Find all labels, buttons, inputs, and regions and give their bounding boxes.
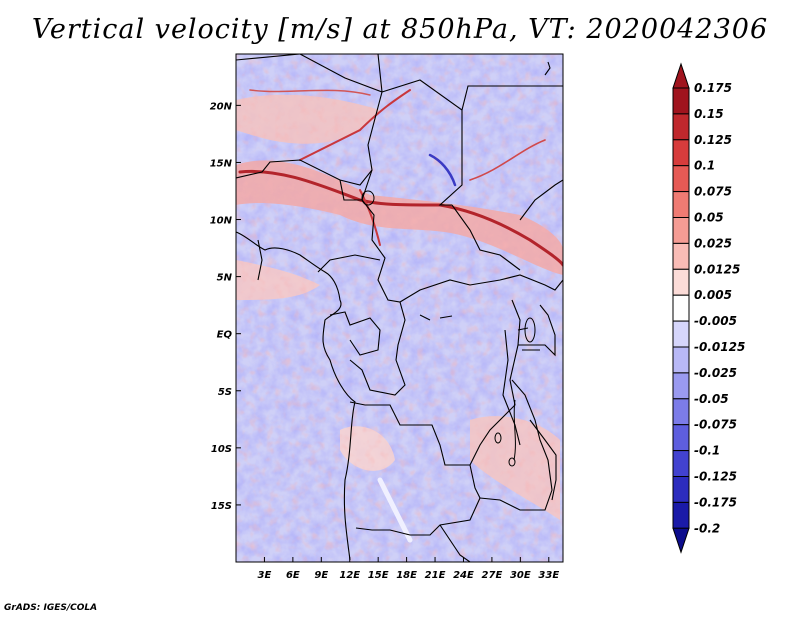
colorbar-label: 0.125 xyxy=(694,133,732,147)
colorbar-label: -0.2 xyxy=(694,521,720,535)
colorbar-label: -0.1 xyxy=(694,444,720,458)
colorbar-swatch xyxy=(672,294,690,322)
colorbar-swatch xyxy=(672,346,690,374)
lon-tick-label: 18E xyxy=(396,570,417,581)
lon-tick-label: 15E xyxy=(368,570,389,581)
lake-outlines xyxy=(361,190,536,467)
colorbar-swatch xyxy=(672,320,690,348)
grads-credit: GrADS: IGES/COLA xyxy=(4,603,98,613)
lon-tick-label: 12E xyxy=(339,570,360,581)
colorbar-swatch xyxy=(672,501,690,529)
lon-tick-label: 30E xyxy=(510,570,531,581)
colorbar-swatch xyxy=(672,450,690,478)
lon-tick-label: 27E xyxy=(482,570,503,581)
lon-tick-label: 9E xyxy=(314,570,328,581)
colorbar: 0.175 0.15 0.125 0.1 0.075 0.05 0.025 0.0125 0.0… xyxy=(672,62,745,554)
colorbar-swatch xyxy=(672,476,690,503)
colorbar-swatch xyxy=(672,87,690,115)
lon-tick-label: 3E xyxy=(258,570,272,581)
colorbar-swatch xyxy=(672,139,690,167)
colorbar-label: -0.175 xyxy=(694,495,737,509)
colorbar-bottom-arrow xyxy=(672,527,690,554)
colorbar-top-arrow xyxy=(672,62,690,89)
colorbar-label: 0.05 xyxy=(694,211,724,225)
lat-tick-label: 5N xyxy=(217,273,233,284)
colorbar-swatch xyxy=(672,165,690,193)
colorbar-swatch xyxy=(672,424,690,452)
colorbar-label: -0.05 xyxy=(694,392,729,406)
colorbar-label: -0.025 xyxy=(694,366,737,380)
lat-tick-label: 15N xyxy=(210,158,233,169)
colorbar-label: -0.0125 xyxy=(694,340,745,354)
colorbar-swatch xyxy=(672,191,690,219)
country-borders xyxy=(236,54,563,562)
velocity-field xyxy=(236,54,563,562)
lat-tick-label: EQ xyxy=(217,330,233,341)
lat-tick-label: 5S xyxy=(218,387,232,398)
lat-tick-label: 10N xyxy=(210,216,233,227)
colorbar-label: 0.005 xyxy=(694,288,732,302)
longitude-axis: 3E 6E 9E 12E 15E 18E 21E 24E 27E 30E 33E xyxy=(258,557,559,581)
colorbar-label: -0.005 xyxy=(694,314,737,328)
colorbar-swatch xyxy=(672,217,690,244)
colorbar-swatch xyxy=(672,398,690,426)
colorbar-swatch xyxy=(672,242,690,270)
lon-tick-label: 24E xyxy=(453,570,474,581)
lat-tick-label: 20N xyxy=(210,101,233,112)
colorbar-label: 0.0125 xyxy=(694,262,740,276)
strong-ascent-lines xyxy=(238,89,563,543)
colorbar-label: 0.175 xyxy=(694,81,732,95)
lon-tick-label: 33E xyxy=(538,570,559,581)
colorbar-label: 0.075 xyxy=(694,185,732,199)
colorbar-label: 0.025 xyxy=(694,236,732,250)
colorbar-swatch xyxy=(672,113,690,141)
lat-tick-label: 15S xyxy=(211,501,232,512)
lon-tick-label: 6E xyxy=(286,570,300,581)
latitude-axis: 20N 15N 10N 5N EQ 5S 10S 15S xyxy=(210,101,241,512)
lon-tick-label: 21E xyxy=(425,570,446,581)
colorbar-label: -0.075 xyxy=(694,418,737,432)
colorbar-label: 0.1 xyxy=(694,159,715,173)
chart-title: Vertical velocity [m/s] at 850hPa, VT: 2… xyxy=(31,14,769,45)
colorbar-label: 0.15 xyxy=(694,107,724,121)
colorbar-swatch xyxy=(672,372,690,400)
colorbar-label: -0.125 xyxy=(694,470,737,484)
map-frame xyxy=(235,53,564,563)
colorbar-swatch xyxy=(672,268,690,296)
lat-tick-label: 10S xyxy=(211,444,232,455)
